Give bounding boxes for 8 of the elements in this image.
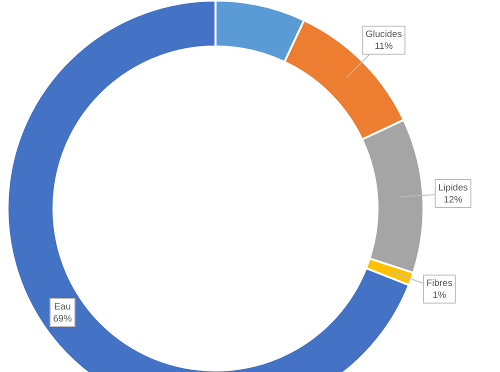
data-label: 1% <box>432 290 446 300</box>
data-label: 69% <box>53 313 72 324</box>
slice-label: Eau <box>54 301 71 312</box>
slice-label: Glucides <box>366 29 402 40</box>
data-label: 11% <box>374 41 393 52</box>
slice-label: Fibres <box>426 278 453 288</box>
slice-label: Lipides <box>438 182 468 193</box>
data-label: 12% <box>444 194 462 205</box>
